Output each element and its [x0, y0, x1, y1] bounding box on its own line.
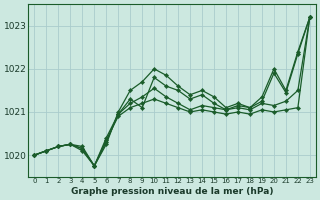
X-axis label: Graphe pression niveau de la mer (hPa): Graphe pression niveau de la mer (hPa): [71, 187, 273, 196]
